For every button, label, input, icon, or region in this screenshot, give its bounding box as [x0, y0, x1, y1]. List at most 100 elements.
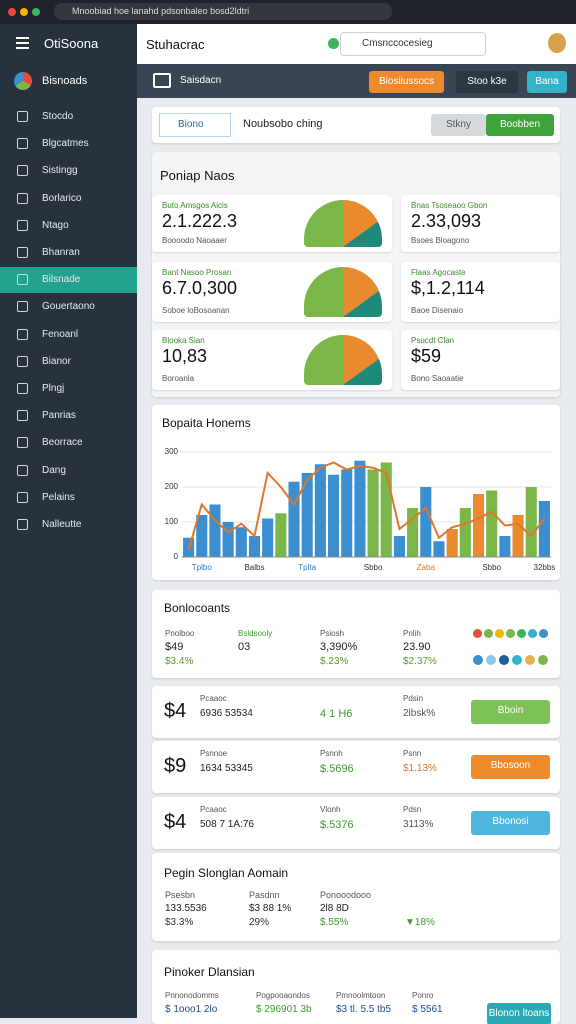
row-value: 1634 53345: [200, 763, 253, 774]
nav-item[interactable]: Pelains: [42, 491, 75, 503]
nav-item[interactable]: Dang: [42, 464, 66, 476]
toolbar-button[interactable]: Bana: [527, 71, 567, 93]
nav-item[interactable]: Stocdo: [42, 111, 74, 122]
card-value: $59: [411, 346, 442, 366]
row-big: $4: [164, 811, 187, 833]
col-value: $ 5561: [412, 1004, 443, 1015]
nav-icon: [17, 111, 28, 122]
nav-item[interactable]: Panrias: [42, 410, 76, 422]
toolbar-button[interactable]: Biosiiussocs: [369, 71, 444, 93]
nav-icon: [17, 165, 28, 177]
dropdown[interactable]: Biono: [159, 113, 231, 137]
hamburger-line[interactable]: [16, 47, 29, 49]
hamburger-line[interactable]: [16, 37, 29, 39]
nav-icon: [17, 519, 28, 530]
x-tick-label: Sbbo: [482, 563, 501, 572]
nav-active: [0, 267, 137, 294]
bar: [275, 513, 287, 557]
row-c4-label: Pdsn: [403, 805, 422, 814]
row-c3: $.5696: [320, 763, 354, 775]
nav-item[interactable]: Gouertaono: [42, 301, 95, 313]
bar: [328, 474, 340, 557]
nav-item[interactable]: Sistingg: [42, 165, 78, 177]
window-dot: [8, 8, 16, 16]
bar: [301, 473, 313, 557]
card-value: 10,83: [162, 346, 208, 366]
col-value: 3,390%: [320, 641, 358, 653]
nav-item[interactable]: Bilsnade: [42, 274, 81, 286]
search-text[interactable]: Cmsnccocesieg: [362, 38, 433, 49]
url: Mnoobiad hoe lanahd pdsonbaleo bosd2ldtr…: [72, 6, 250, 16]
bar: [262, 518, 274, 557]
search-box[interactable]: [340, 32, 486, 56]
col-sub: 29%: [249, 917, 270, 928]
nav-icon: [17, 328, 28, 340]
sidebar: [0, 24, 137, 1018]
bar: [420, 487, 432, 557]
bar: [499, 536, 511, 557]
card-sub: Soboe loBosoanan: [162, 306, 230, 315]
col-head: Pnnonodomms: [165, 991, 219, 1000]
footer-button[interactable]: Blonon ltoans: [487, 1003, 551, 1024]
metric-card: [401, 330, 560, 390]
row-button[interactable]: Bboin: [471, 700, 550, 724]
col-head: Bsldsooly: [238, 629, 273, 638]
dot: [528, 629, 537, 638]
window-dot: [20, 8, 28, 16]
bar: [538, 501, 550, 557]
primary-button[interactable]: Boobben: [486, 114, 554, 136]
search-icon: [328, 38, 339, 49]
nav-item[interactable]: Borlarico: [42, 192, 82, 204]
dot: [506, 629, 515, 638]
url-box[interactable]: [54, 3, 392, 20]
col-head: Psiosh: [320, 629, 345, 638]
dot: [539, 629, 548, 638]
nav-item[interactable]: Blgcatmes: [42, 138, 89, 150]
nav-item[interactable]: Bianor: [42, 355, 71, 367]
row-button[interactable]: Bbonosi: [471, 811, 550, 835]
bar: [512, 515, 524, 557]
row-value: 6936 53534: [200, 708, 253, 719]
nav-icon: [17, 410, 28, 422]
col-value: 133.5536: [165, 903, 207, 914]
col-head: Pasdnn: [249, 890, 280, 900]
nav-item[interactable]: Nalleutte: [42, 519, 82, 530]
nav-item[interactable]: Bhanran: [42, 247, 80, 258]
row-c3: 4 1 H6: [320, 708, 353, 720]
bar: [367, 469, 379, 557]
col-head: Pnolboo: [165, 629, 195, 638]
nav-icon: [17, 437, 28, 449]
bar: [222, 522, 234, 557]
nav-item[interactable]: Fenoanl: [42, 328, 79, 340]
col-head: Ponro: [412, 991, 434, 1000]
dot: [499, 655, 509, 665]
hamburger-line[interactable]: [16, 42, 29, 44]
bar: [354, 460, 366, 557]
row-c3: $.5376: [320, 819, 354, 831]
toolbar-chip[interactable]: Stoo k3e: [456, 71, 518, 93]
nav-icon: [17, 383, 28, 394]
row-c4: $1.13%: [403, 763, 437, 774]
section-title: Pegin Slonglan Aomain: [164, 866, 289, 880]
row-big: $4: [164, 700, 187, 722]
avatar[interactable]: [548, 33, 566, 53]
row-button[interactable]: Bbosoon: [471, 755, 550, 779]
col-sub: $.23%: [320, 656, 349, 667]
region-panel: [152, 853, 560, 941]
col-sub: $3.3%: [165, 917, 194, 928]
nav-item[interactable]: Beorrace: [42, 437, 83, 449]
bar: [196, 515, 208, 557]
nav-item[interactable]: Ntago: [42, 219, 69, 231]
nav-item[interactable]: Plngj: [42, 383, 65, 394]
nav-icon: [17, 247, 28, 258]
bar: [472, 494, 485, 557]
filter-button[interactable]: Stkny: [431, 114, 486, 136]
bar: [459, 508, 471, 557]
col-head: Ponooodooo: [320, 890, 372, 900]
card-label: Buto Amsgos Aicis: [162, 201, 228, 210]
top-header: [137, 24, 576, 64]
card-sub: Boooodo Naoaaer: [162, 236, 227, 245]
col-head: Pnlih: [403, 629, 421, 638]
col-head: Pmnoolmtoon: [336, 991, 386, 1000]
